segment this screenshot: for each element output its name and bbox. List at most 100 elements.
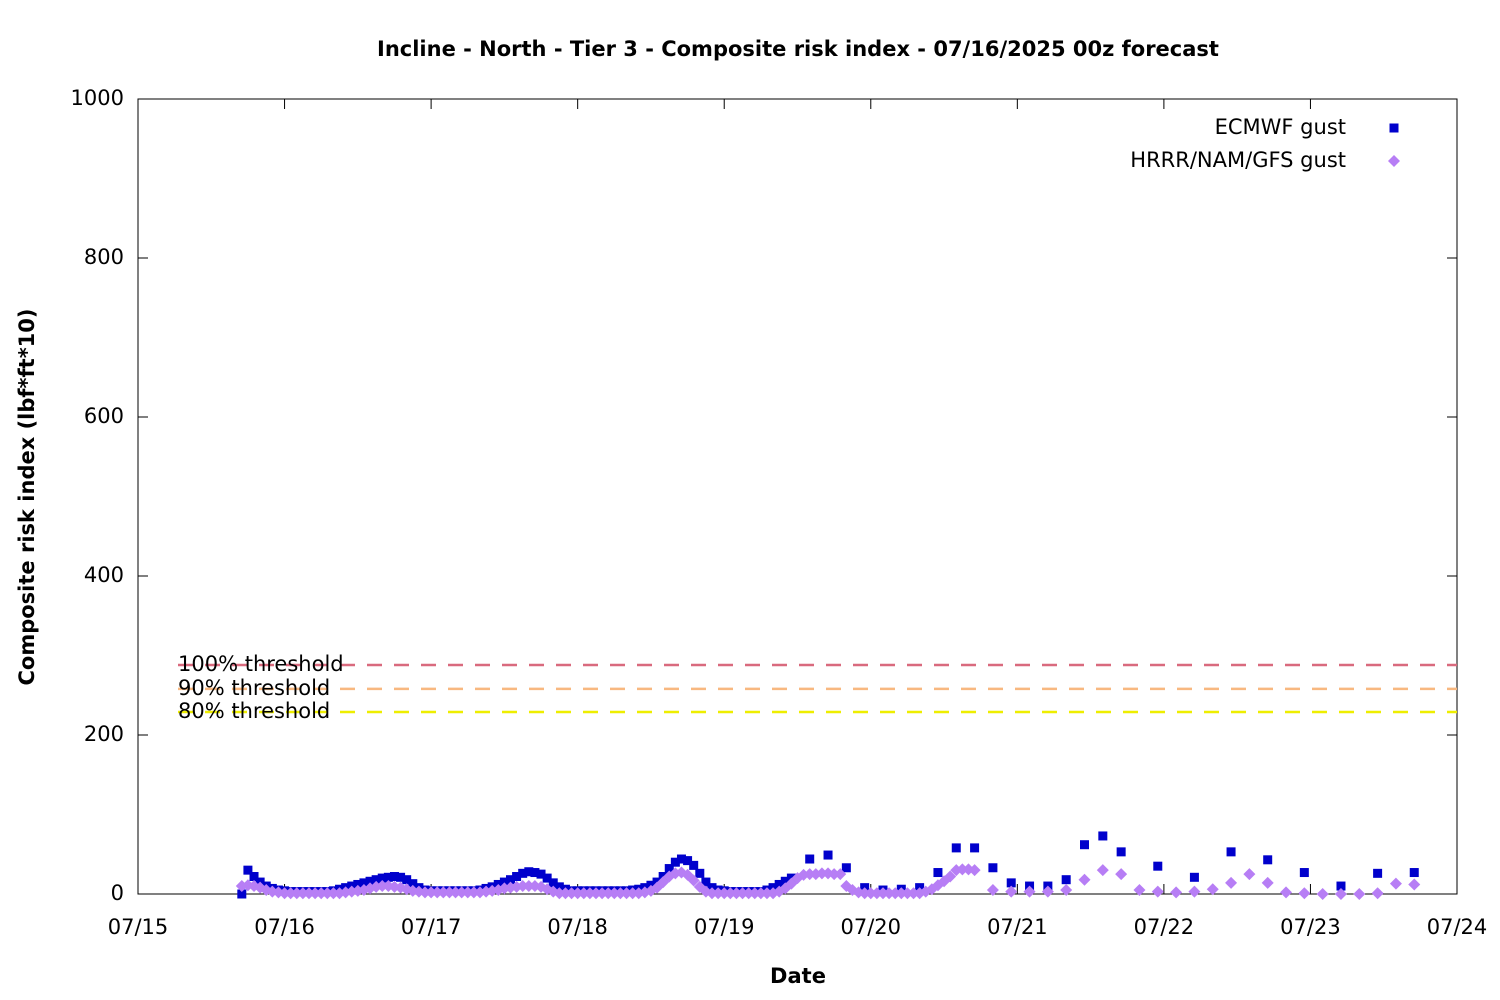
y-tick-label: 600	[84, 404, 124, 428]
point	[583, 887, 596, 900]
x-tick-label: 07/16	[254, 915, 315, 939]
point	[553, 887, 566, 900]
point	[1116, 847, 1126, 857]
point	[736, 887, 749, 900]
point	[683, 856, 693, 866]
y-tick-label: 200	[84, 722, 124, 746]
point	[724, 887, 737, 900]
point	[530, 868, 540, 878]
point	[1060, 884, 1073, 897]
y-tick-label: 1000	[71, 86, 124, 110]
point	[1371, 887, 1384, 900]
x-tick-label: 07/18	[547, 915, 608, 939]
point	[461, 886, 474, 899]
point	[608, 887, 621, 900]
point	[858, 887, 871, 900]
point	[389, 872, 399, 882]
point	[1041, 885, 1054, 898]
point	[968, 864, 981, 877]
point	[754, 887, 767, 900]
point	[1005, 885, 1018, 898]
point	[419, 886, 432, 899]
point	[359, 878, 369, 888]
point	[986, 884, 999, 897]
point	[565, 887, 578, 900]
point	[805, 854, 815, 864]
point	[951, 843, 961, 853]
point	[730, 887, 743, 900]
point	[402, 875, 412, 885]
x-tick-label: 07/17	[401, 915, 462, 939]
point	[1096, 864, 1109, 877]
point	[1408, 878, 1421, 891]
point	[760, 887, 773, 900]
point	[970, 843, 980, 853]
x-tick-label: 07/21	[987, 915, 1048, 939]
threshold-label: 80% threshold	[178, 699, 330, 723]
point	[321, 887, 334, 900]
point	[1188, 885, 1201, 898]
point	[676, 854, 686, 864]
x-tick-label: 07/15	[108, 915, 169, 939]
point	[516, 880, 529, 893]
point	[371, 875, 381, 885]
point	[377, 873, 387, 883]
point	[353, 879, 363, 889]
point	[1243, 868, 1256, 881]
point	[536, 869, 546, 879]
point	[689, 860, 699, 870]
legend-label: ECMWF gust	[1215, 115, 1346, 139]
point	[365, 876, 375, 886]
point	[1189, 872, 1199, 882]
point	[1225, 876, 1238, 889]
point	[864, 887, 877, 900]
y-axis-label: Composite risk index (lbf*ft*10)	[15, 308, 39, 685]
point	[956, 863, 969, 876]
point	[701, 877, 711, 887]
point	[988, 863, 998, 873]
point	[296, 887, 309, 900]
point	[499, 877, 509, 887]
point	[278, 887, 291, 900]
point	[518, 868, 528, 878]
point	[554, 882, 564, 892]
point	[1151, 885, 1164, 898]
point	[443, 886, 456, 899]
point	[1133, 884, 1146, 897]
point	[455, 886, 468, 899]
point	[505, 875, 515, 885]
x-tick-label: 07/23	[1280, 915, 1341, 939]
point	[614, 887, 627, 900]
point	[815, 867, 828, 880]
point	[309, 887, 322, 900]
chart-title: Incline - North - Tier 3 - Composite ris…	[377, 37, 1219, 61]
point	[437, 886, 450, 899]
point	[237, 889, 247, 899]
point	[1389, 877, 1402, 890]
point	[712, 887, 725, 900]
point	[542, 873, 552, 883]
point	[1409, 868, 1419, 878]
point	[687, 874, 700, 887]
point	[1023, 885, 1036, 898]
point	[1115, 868, 1128, 881]
point	[1263, 855, 1273, 865]
point	[431, 886, 444, 899]
point	[376, 880, 389, 893]
point	[559, 887, 572, 900]
point	[1261, 876, 1274, 889]
point	[1170, 886, 1183, 899]
point	[1153, 861, 1163, 871]
point	[284, 887, 297, 900]
legend-label: HRRR/NAM/GFS gust	[1130, 148, 1346, 172]
point	[706, 887, 719, 900]
point	[1299, 868, 1309, 878]
point	[1280, 886, 1293, 899]
x-tick-label: 07/19	[694, 915, 755, 939]
point	[1226, 847, 1236, 857]
point	[467, 886, 480, 899]
point	[408, 879, 418, 889]
point	[1373, 868, 1383, 878]
point	[823, 850, 833, 860]
point	[1098, 831, 1108, 841]
